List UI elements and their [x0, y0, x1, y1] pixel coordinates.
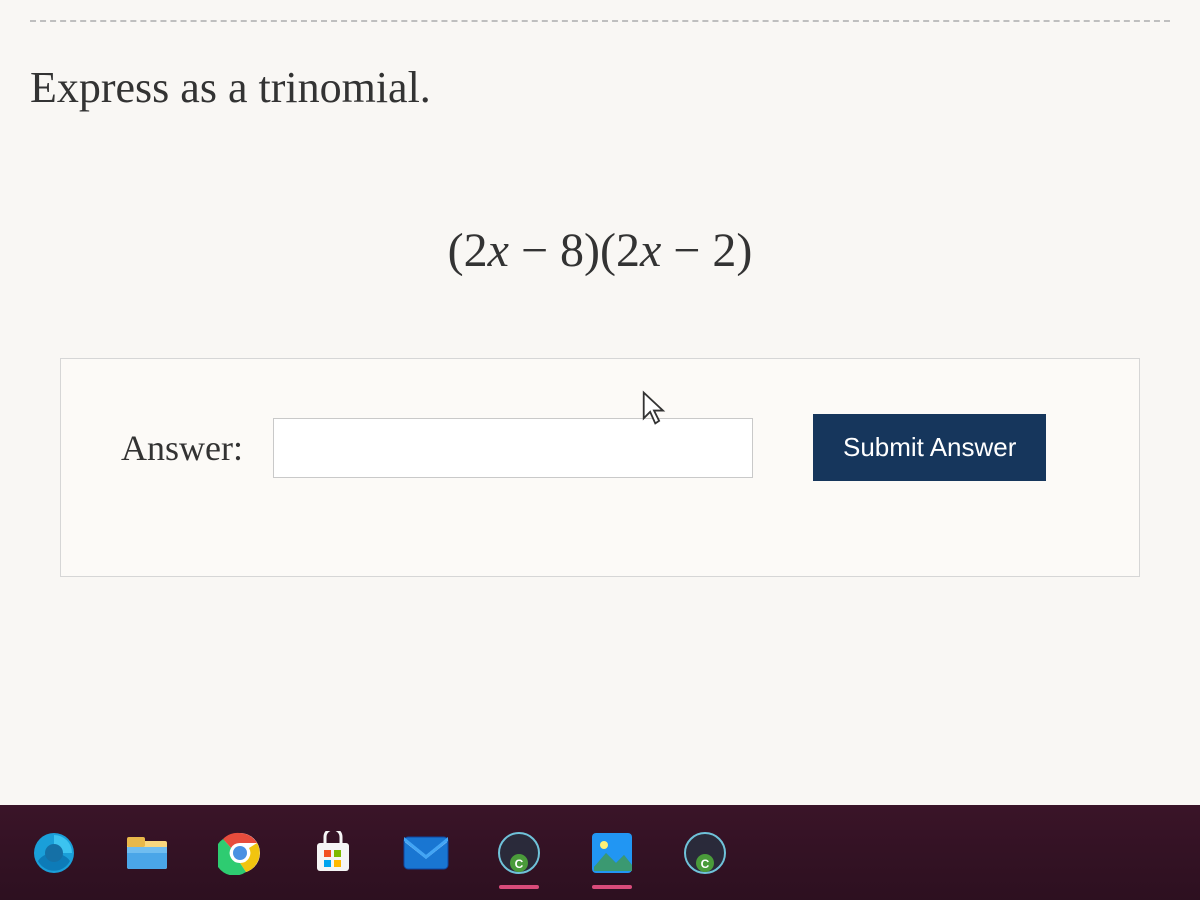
submit-answer-button[interactable]: Submit Answer [813, 414, 1046, 481]
taskbar-app-c1-icon[interactable]: C [495, 829, 543, 877]
answer-label: Answer: [121, 427, 243, 469]
page-content: Express as a trinomial. (2x − 8)(2x − 2)… [0, 0, 1200, 900]
svg-text:C: C [515, 857, 524, 871]
taskbar-store-icon[interactable] [309, 829, 357, 877]
taskbar-mail-icon[interactable] [402, 829, 450, 877]
taskbar-app-c2-icon[interactable]: C [681, 829, 729, 877]
taskbar-chrome-icon[interactable] [216, 829, 264, 877]
taskbar-photos-icon[interactable] [588, 829, 636, 877]
mouse-cursor-icon [640, 390, 668, 426]
expr-part: (2 [448, 224, 488, 277]
taskbar: C C [0, 805, 1200, 900]
divider-top [30, 20, 1170, 22]
expr-variable: x [640, 224, 661, 277]
question-prompt: Express as a trinomial. [30, 62, 1200, 113]
taskbar-active-underline [499, 885, 539, 889]
answer-panel: Answer: Submit Answer [60, 358, 1140, 577]
taskbar-edge-icon[interactable] [30, 829, 78, 877]
taskbar-file-explorer-icon[interactable] [123, 829, 171, 877]
answer-input[interactable] [273, 418, 753, 478]
svg-text:C: C [701, 857, 710, 871]
math-expression: (2x − 8)(2x − 2) [0, 223, 1200, 278]
expr-variable: x [488, 224, 509, 277]
expr-part: − 8)(2 [509, 224, 640, 277]
expr-part: − 2) [661, 224, 752, 277]
taskbar-active-underline [592, 885, 632, 889]
